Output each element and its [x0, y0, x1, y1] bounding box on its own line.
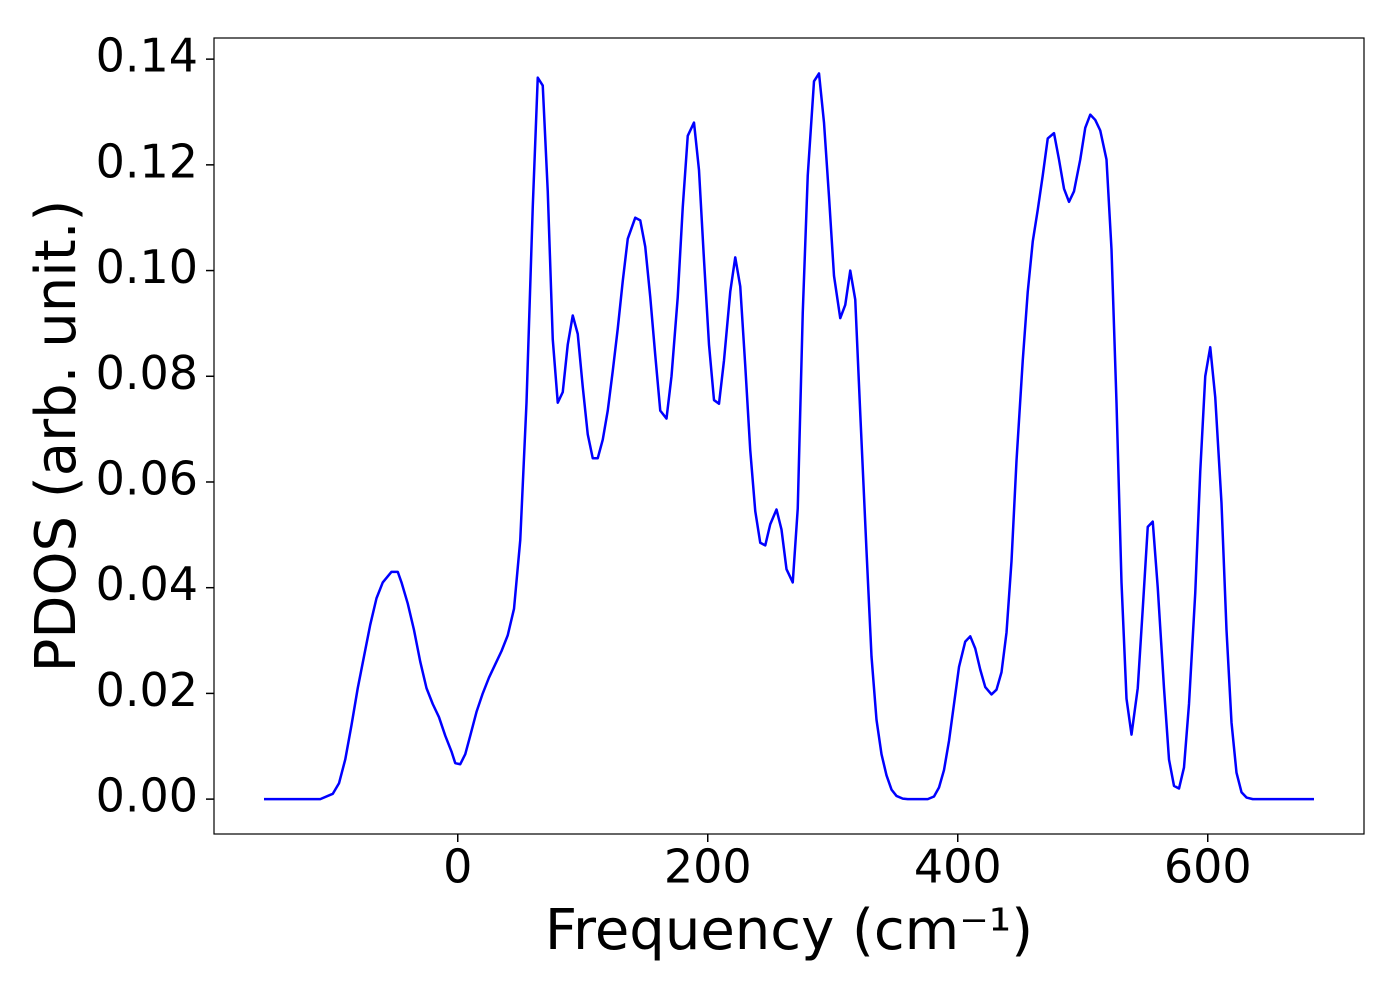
- y-tick-label: 0.12: [96, 134, 198, 188]
- plot-frame: [213, 37, 1365, 835]
- y-tick-label: 0.06: [96, 451, 198, 505]
- y-tick-label: 0.02: [96, 663, 198, 717]
- y-tick-label: 0.10: [96, 240, 198, 294]
- y-axis-label: PDOS (arb. unit.): [24, 200, 89, 673]
- x-tick-label: 0: [443, 840, 472, 894]
- y-tick-label: 0.04: [96, 557, 198, 611]
- x-axis-label: Frequency (cm⁻¹): [545, 898, 1033, 963]
- x-tick-label: 200: [664, 840, 752, 894]
- y-tick-label: 0.00: [96, 769, 198, 823]
- x-tick-label: 400: [914, 840, 1002, 894]
- y-tick-label: 0.08: [96, 346, 198, 400]
- x-tick-label: 600: [1164, 840, 1252, 894]
- y-tick-label: 0.14: [96, 29, 198, 83]
- data-line: [264, 72, 1314, 801]
